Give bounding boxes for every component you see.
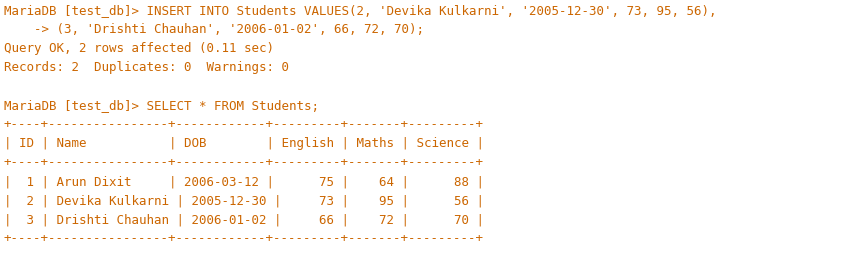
- Text: MariaDB [test_db]> SELECT * FROM Students;: MariaDB [test_db]> SELECT * FROM Student…: [4, 99, 319, 112]
- Text: |  3 | Drishti Chauhan | 2006-01-02 |     66 |    72 |      70 |: | 3 | Drishti Chauhan | 2006-01-02 | 66 …: [4, 213, 484, 226]
- Text: |  1 | Arun Dixit     | 2006-03-12 |      75 |    64 |      88 |: | 1 | Arun Dixit | 2006-03-12 | 75 | 64 …: [4, 175, 484, 188]
- Text: |  2 | Devika Kulkarni | 2005-12-30 |     73 |    95 |      56 |: | 2 | Devika Kulkarni | 2005-12-30 | 73 …: [4, 194, 484, 207]
- Text: -> (3, 'Drishti Chauhan', '2006-01-02', 66, 72, 70);: -> (3, 'Drishti Chauhan', '2006-01-02', …: [4, 23, 424, 36]
- Text: Records: 2  Duplicates: 0  Warnings: 0: Records: 2 Duplicates: 0 Warnings: 0: [4, 61, 289, 74]
- Text: +----+----------------+------------+---------+-------+---------+: +----+----------------+------------+----…: [4, 118, 484, 131]
- Text: MariaDB [test_db]> INSERT INTO Students VALUES(2, 'Devika Kulkarni', '2005-12-30: MariaDB [test_db]> INSERT INTO Students …: [4, 4, 716, 17]
- Text: | ID | Name           | DOB        | English | Maths | Science |: | ID | Name | DOB | English | Maths | Sc…: [4, 137, 484, 150]
- Text: +----+----------------+------------+---------+-------+---------+: +----+----------------+------------+----…: [4, 156, 484, 169]
- Text: Query OK, 2 rows affected (0.11 sec): Query OK, 2 rows affected (0.11 sec): [4, 42, 274, 55]
- Text: +----+----------------+------------+---------+-------+---------+: +----+----------------+------------+----…: [4, 232, 484, 245]
